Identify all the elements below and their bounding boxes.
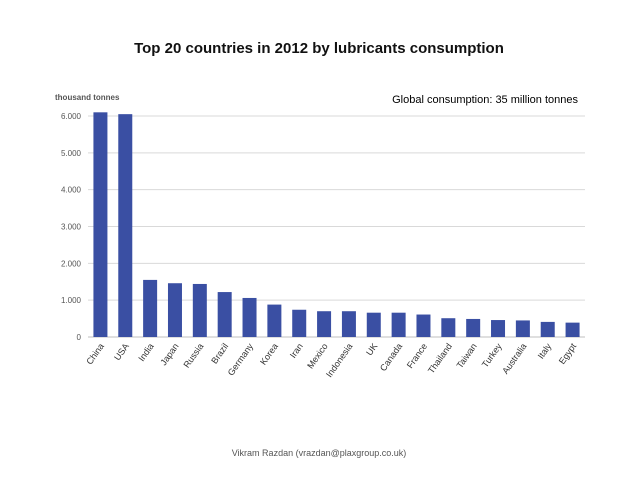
x-tick-label: Japan (158, 341, 180, 367)
x-tick-label: Taiwan (455, 341, 479, 370)
gridlines (88, 115, 585, 338)
bar-uk (366, 312, 381, 337)
x-tick-label: Russia (181, 341, 205, 369)
x-tick-label: Turkey (480, 341, 504, 369)
x-tick-label: Iran (288, 341, 305, 359)
x-tick-label: Italy (536, 341, 554, 361)
bar-iran (292, 309, 307, 337)
x-tick-label: Canada (378, 341, 404, 373)
x-tick-label: Mexico (305, 341, 330, 370)
y-tick-label: 2.000 (61, 259, 82, 268)
y-tick-label: 1.000 (61, 296, 82, 305)
y-axis-label: thousand tonnes (55, 93, 120, 102)
chart-annotation: Global consumption: 35 million tonnes (392, 94, 578, 106)
footer-credit: Vikram Razdan (vrazdan@plaxgroup.co.uk) (231, 448, 407, 458)
bar-mexico (317, 311, 332, 337)
y-axis-ticks: 0 1.000 2.000 3.000 4.000 5.000 6.000 (61, 112, 82, 342)
bar-taiwan (466, 318, 481, 337)
x-tick-label: Korea (258, 341, 280, 366)
x-tick-label: USA (112, 341, 131, 362)
x-tick-label: India (136, 341, 155, 363)
x-tick-label: Thailand (426, 341, 454, 375)
y-tick-label: 5.000 (61, 149, 82, 158)
x-tick-label: Egypt (557, 341, 579, 366)
bar-china (93, 112, 108, 337)
x-tick-label: Brazil (209, 341, 230, 365)
bars (93, 112, 580, 338)
bar-japan (167, 283, 182, 337)
x-tick-label: France (405, 341, 429, 370)
bar-indonesia (341, 311, 356, 337)
bar-thailand (441, 318, 456, 337)
slide-title: Top 20 countries in 2012 by lubricants c… (134, 40, 504, 57)
x-tick-label: UK (364, 341, 379, 357)
y-tick-label: 4.000 (61, 186, 82, 195)
bar-turkey (491, 320, 506, 337)
x-tick-label: China (84, 341, 106, 366)
bar-india (143, 279, 158, 337)
y-tick-label: 6.000 (61, 112, 82, 121)
bar-italy (540, 321, 555, 337)
bar-korea (267, 304, 282, 337)
bar-germany (242, 297, 257, 337)
bar-brazil (217, 292, 232, 337)
y-tick-label: 0 (77, 333, 82, 342)
bar-france (416, 314, 431, 337)
x-tick-label: Germany (226, 341, 256, 377)
y-tick-label: 3.000 (61, 223, 82, 232)
bar-australia (515, 320, 530, 337)
x-tick-label: Australia (500, 341, 528, 375)
bar-egypt (565, 322, 580, 337)
bar-russia (192, 283, 207, 337)
bar-usa (118, 114, 133, 338)
bar-canada (391, 312, 406, 337)
